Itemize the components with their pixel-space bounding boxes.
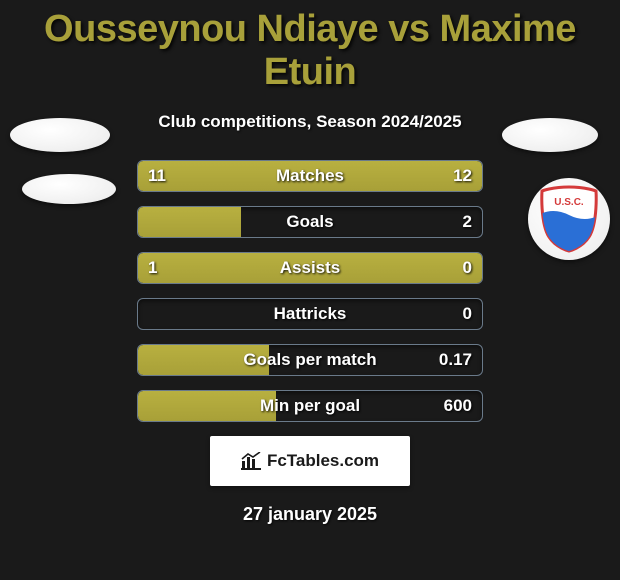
stat-row: 600 Min per goal	[0, 390, 620, 422]
stat-label: Matches	[276, 166, 344, 186]
stat-value-left: 11	[148, 166, 166, 186]
stat-bar: 11 12 Matches	[137, 160, 483, 192]
stat-label: Goals per match	[243, 350, 376, 370]
stat-value-right: 600	[444, 396, 472, 416]
bar-fill-left	[138, 207, 241, 237]
stat-label: Goals	[286, 212, 333, 232]
stat-row: 0 Hattricks	[0, 298, 620, 330]
stat-bar: 2 Goals	[137, 206, 483, 238]
brand-banner: FcTables.com	[210, 436, 410, 486]
bar-fill-left	[138, 391, 276, 421]
stat-row: 11 12 Matches	[0, 160, 620, 192]
chart-icon	[241, 452, 261, 470]
stat-value-right: 0	[463, 258, 472, 278]
stat-label: Assists	[280, 258, 340, 278]
stat-row: 2 Goals	[0, 206, 620, 238]
stat-row: 1 0 Assists	[0, 252, 620, 284]
stat-bar: 0.17 Goals per match	[137, 344, 483, 376]
player-left-placeholder-1	[10, 118, 110, 152]
stat-value-right: 0.17	[439, 350, 472, 370]
brand-text: FcTables.com	[267, 451, 379, 471]
stat-value-left: 1	[148, 258, 157, 278]
footer-date: 27 january 2025	[0, 504, 620, 525]
stat-bar: 600 Min per goal	[137, 390, 483, 422]
comparison-chart: 11 12 Matches 2 Goals 1 0 Assists 0 Hattricks 0.17…	[0, 160, 620, 422]
stat-value-right: 2	[463, 212, 472, 232]
stat-label: Hattricks	[274, 304, 347, 324]
stat-row: 0.17 Goals per match	[0, 344, 620, 376]
stat-bar: 1 0 Assists	[137, 252, 483, 284]
stat-value-right: 0	[463, 304, 472, 324]
player-right-placeholder-1	[502, 118, 598, 152]
stat-label: Min per goal	[260, 396, 360, 416]
stat-bar: 0 Hattricks	[137, 298, 483, 330]
page-title: Ousseynou Ndiaye vs Maxime Etuin	[0, 0, 620, 94]
stat-value-right: 12	[453, 166, 472, 186]
